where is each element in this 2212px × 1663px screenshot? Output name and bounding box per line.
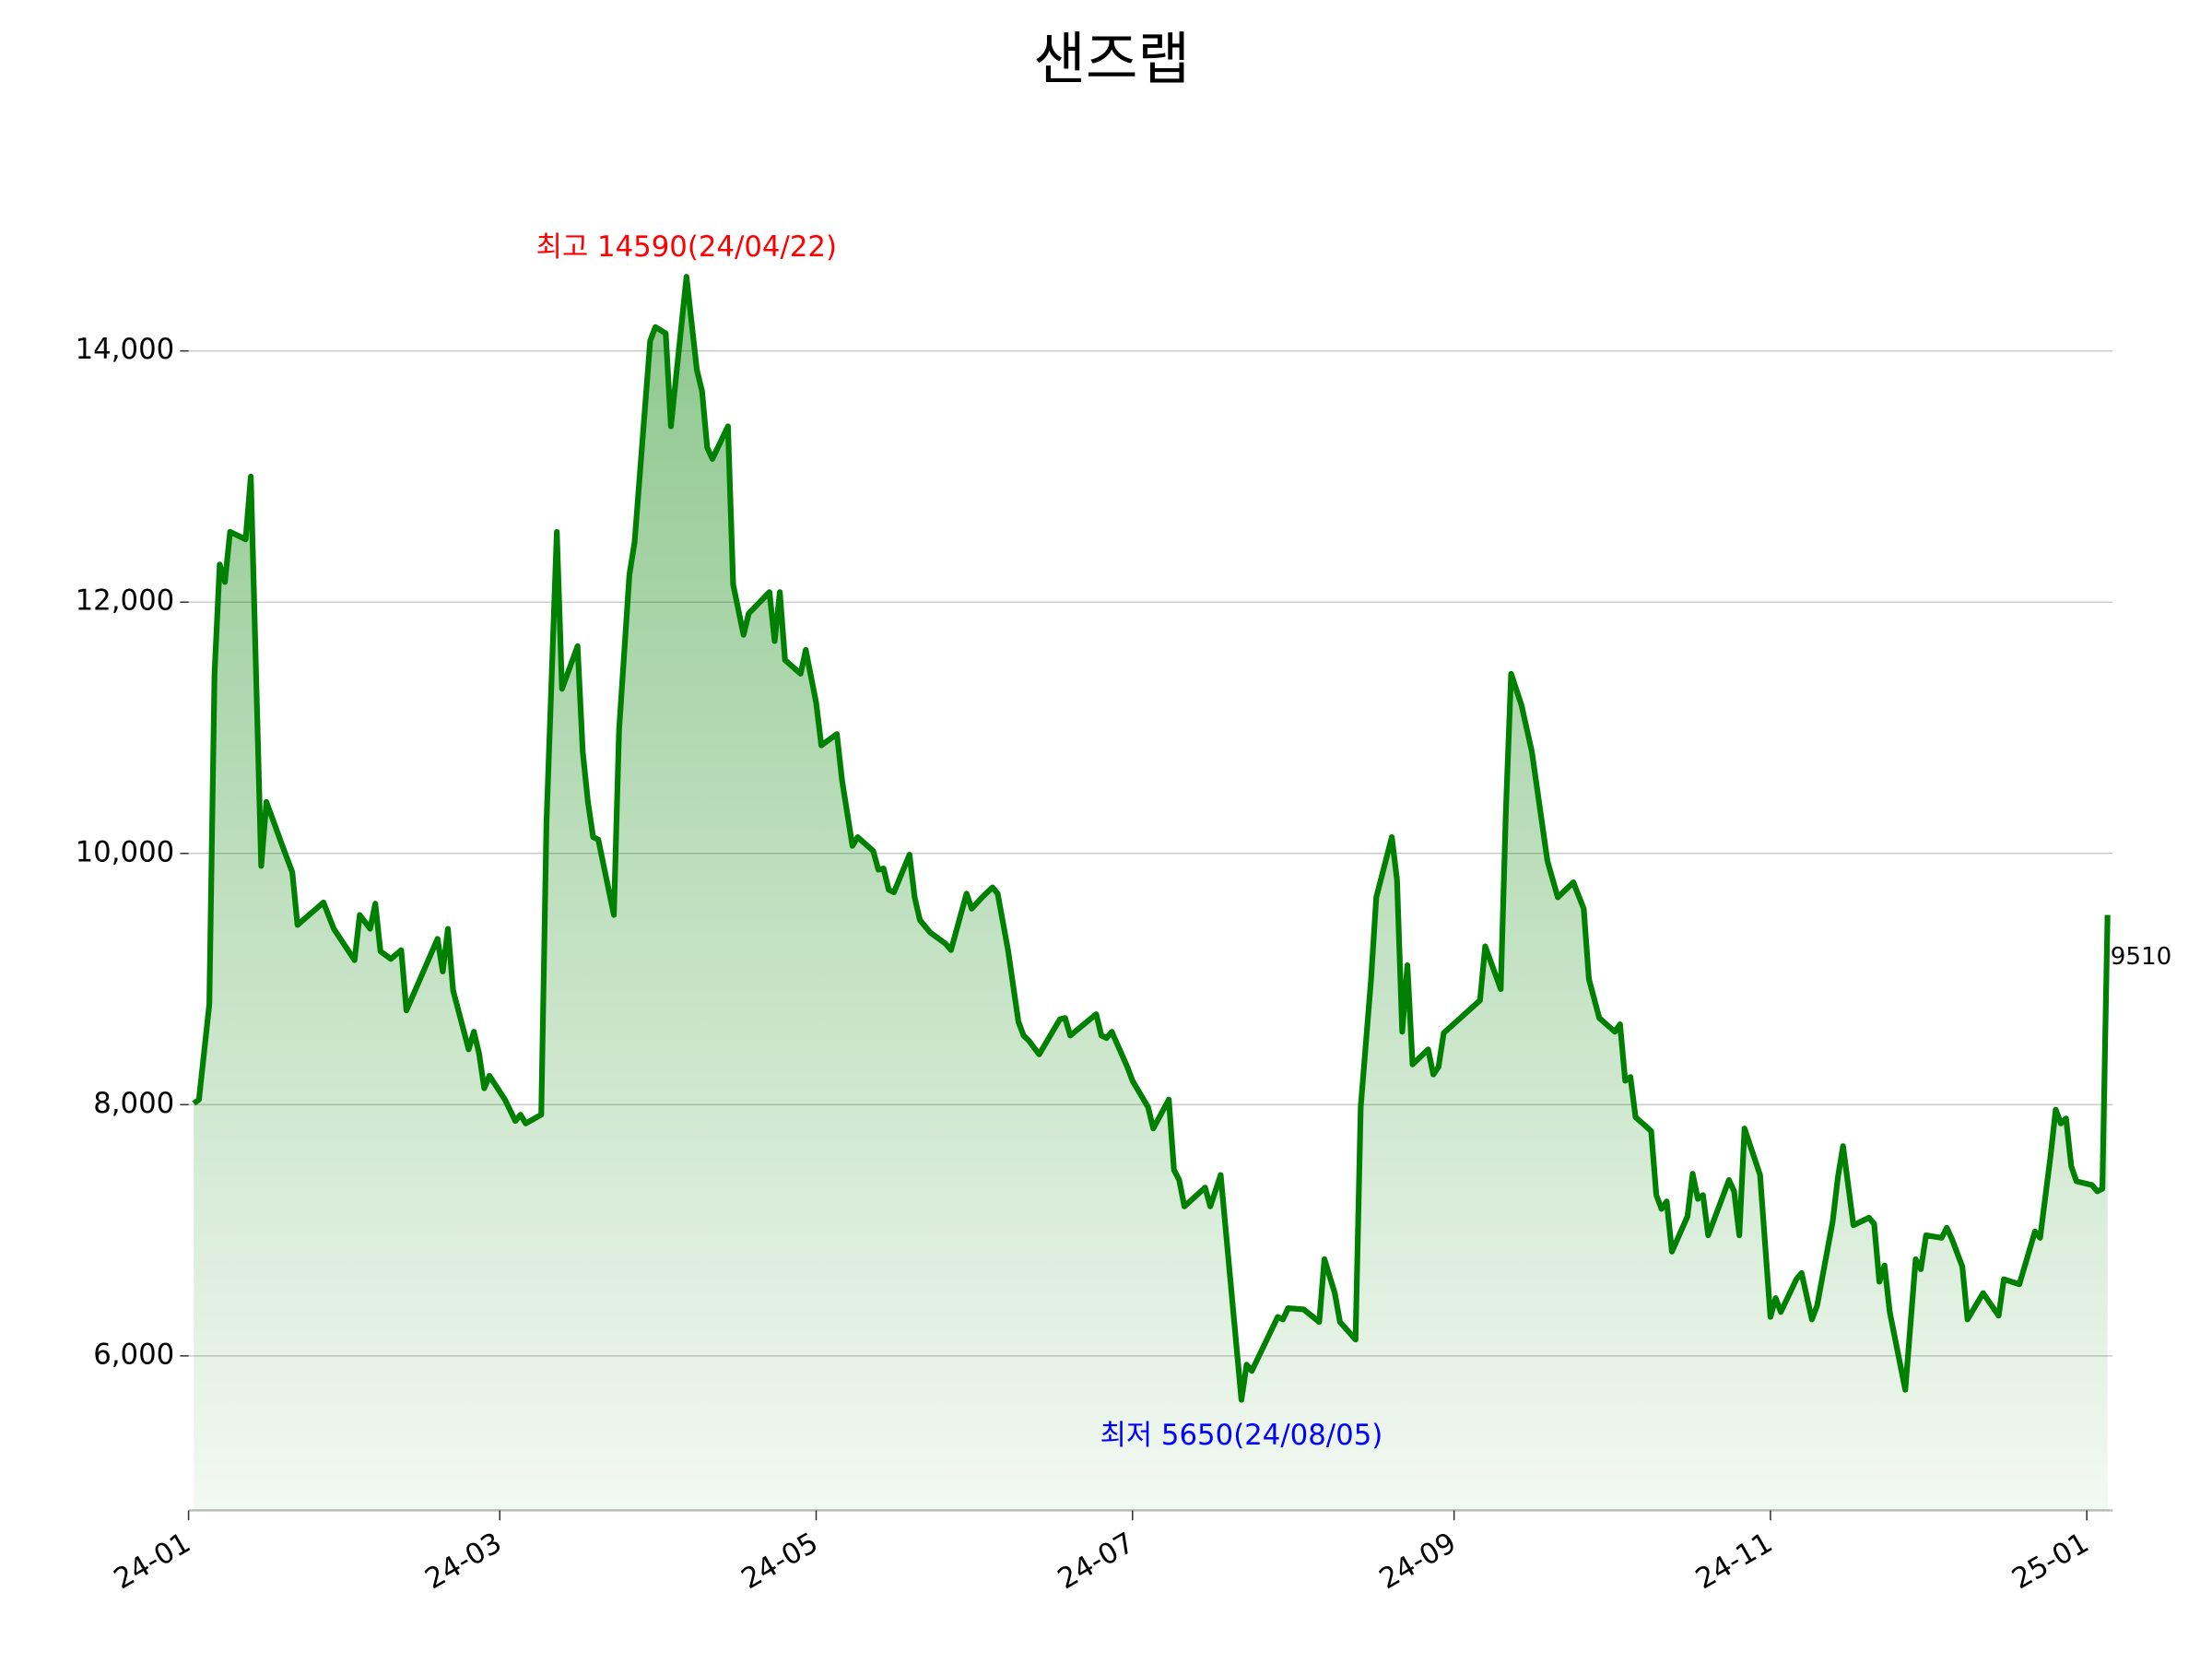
x-tick-label: 24-05	[735, 1526, 823, 1596]
x-tick-label: 25-01	[2006, 1526, 2094, 1596]
x-tick-label: 24-01	[108, 1526, 195, 1596]
x-tick-label: 24-07	[1053, 1526, 1140, 1596]
line	[192, 274, 2111, 1403]
y-tick-label: 6,000	[93, 1338, 174, 1371]
y-tick-label: 12,000	[76, 584, 175, 618]
y-tick-label: 8,000	[93, 1087, 174, 1120]
annotation: 최저 5650(24/08/05)	[1100, 1419, 1383, 1452]
x-tick-label: 24-09	[1374, 1526, 1462, 1596]
x-tick-label: 24-11	[1690, 1526, 1778, 1596]
y-tick-label: 14,000	[76, 333, 175, 366]
annotation: 최고 14590(24/04/22)	[536, 230, 837, 264]
x-tick-label: 24-03	[419, 1526, 507, 1596]
y-tick-label: 10,000	[76, 835, 175, 868]
annotation: 9510	[2111, 943, 2172, 971]
chart-title: 샌즈랩	[1033, 26, 1190, 92]
area	[194, 277, 2108, 1511]
